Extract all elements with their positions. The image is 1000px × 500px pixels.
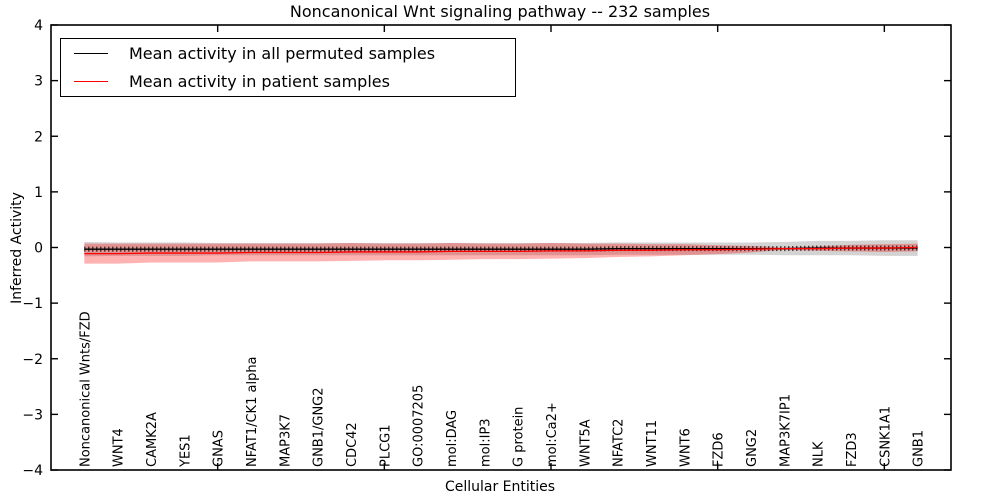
- category-label: WNT5A: [578, 419, 593, 467]
- category-label: MAP3K7IP1: [778, 394, 793, 467]
- category-label: GO:0007205: [412, 385, 427, 467]
- category-label: PLCG1: [378, 424, 393, 467]
- x-axis-label: Cellular Entities: [444, 479, 556, 495]
- category-label: FZD3: [845, 432, 860, 467]
- category-label: GNB1: [912, 430, 927, 467]
- y-tick-label: −4: [22, 463, 43, 479]
- y-tick-label: −2: [22, 352, 43, 368]
- category-label: mol:DAG: [445, 410, 460, 467]
- category-label: GNG2: [745, 429, 760, 467]
- line-permuted-markers: [84, 245, 918, 252]
- plot-area: 4 3 2 1 0 −1 −2 −3 −4 Noncanonical Wnts/FZD WNT4 CA…: [22, 18, 952, 479]
- category-label: NFAT1/CK1 alpha: [245, 356, 260, 467]
- legend-item-patient: Mean activity in patient samples: [61, 68, 515, 94]
- figure-title: Noncanonical Wnt signaling pathway -- 23…: [289, 2, 711, 21]
- patient-line-swatch-icon: [74, 80, 108, 82]
- legend: Mean activity in all permuted samples Me…: [60, 38, 516, 97]
- category-label: YES1: [178, 434, 193, 468]
- category-label: FZD6: [712, 432, 727, 467]
- y-axis-label: Inferred Activity: [9, 192, 25, 304]
- category-label: mol:Ca2+: [545, 402, 560, 467]
- legend-item-permuted: Mean activity in all permuted samples: [61, 41, 515, 67]
- category-label: G protein: [512, 407, 527, 467]
- legend-label-permuted: Mean activity in all permuted samples: [129, 44, 436, 64]
- category-label: WNT4: [112, 428, 127, 467]
- category-label: GNAS: [212, 430, 227, 467]
- y-tick-label: 1: [34, 185, 43, 201]
- category-label: Noncanonical Wnts/FZD: [78, 311, 93, 467]
- y-tick-label: −1: [22, 296, 43, 312]
- category-label: WNT6: [678, 428, 693, 467]
- legend-label-patient: Mean activity in patient samples: [129, 71, 390, 91]
- category-label: CAMK2A: [145, 412, 160, 467]
- category-label: GNB1/GNG2: [312, 387, 327, 467]
- y-tick-label: 4: [34, 18, 43, 34]
- y-tick-label: −3: [22, 407, 43, 423]
- y-tick-label: 3: [34, 74, 43, 90]
- category-label: MAP3K7: [278, 414, 293, 467]
- category-label: NFATC2: [612, 419, 627, 467]
- category-label: NLK: [812, 441, 827, 467]
- y-tick-label: 2: [34, 129, 43, 145]
- permuted-line-swatch-icon: [74, 53, 108, 55]
- category-label: WNT11: [645, 420, 660, 467]
- line-patient: [84, 246, 918, 255]
- y-tick-label: 0: [34, 241, 43, 257]
- category-label: CSNK1A1: [878, 406, 893, 467]
- category-label: mol:IP3: [478, 418, 493, 467]
- category-label: CDC42: [345, 422, 360, 467]
